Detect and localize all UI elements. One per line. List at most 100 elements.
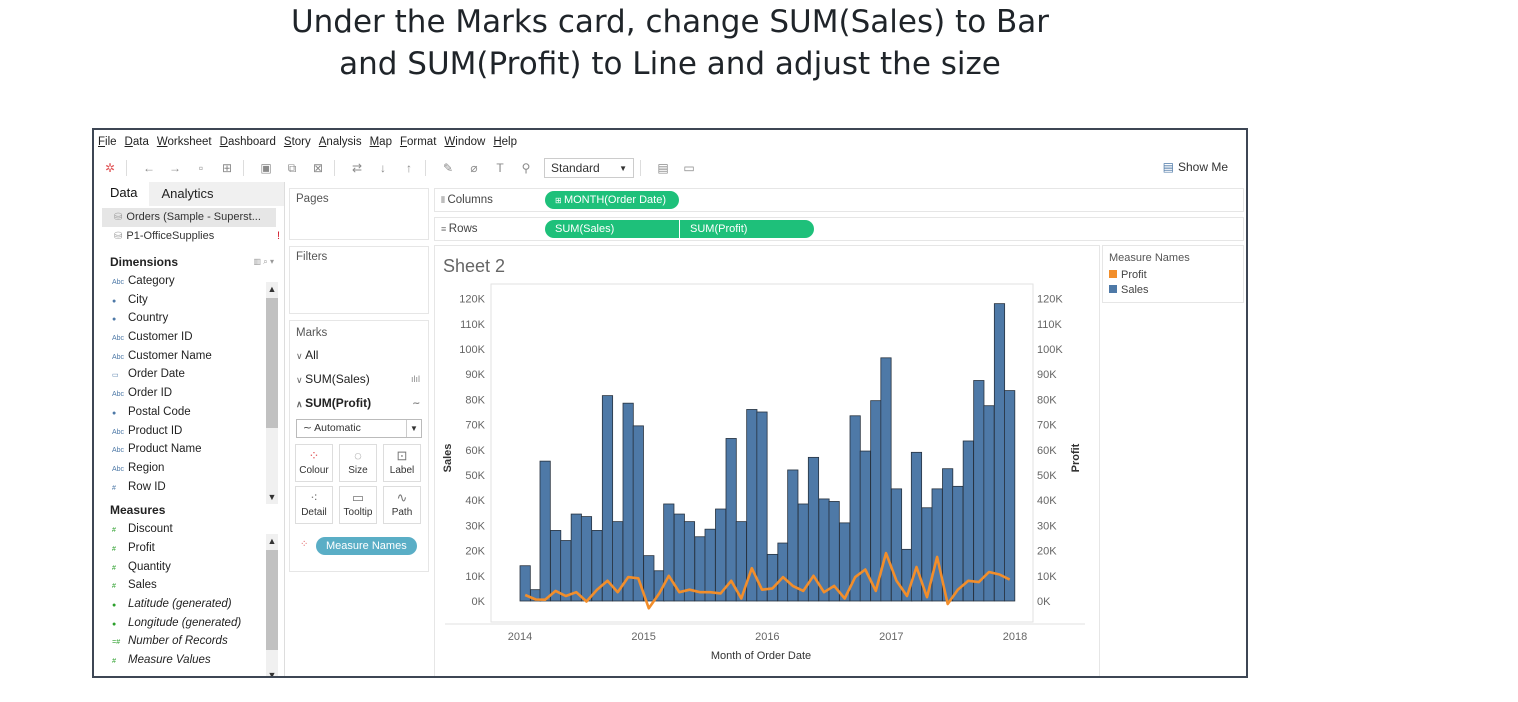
columns-shelf[interactable]: ⦀ Columns ⊞ MONTH(Order Date) [434, 188, 1244, 212]
new-worksheet-icon[interactable]: ▣ [260, 161, 272, 175]
duplicate-icon[interactable]: ⧉ [287, 160, 297, 175]
measure-names-pill[interactable]: Measure Names [316, 537, 417, 555]
menu-worksheet[interactable]: Worksheet [156, 136, 212, 148]
tableau-logo-icon[interactable]: ✲ [104, 161, 116, 175]
show-me-button[interactable]: ▤ Show Me [1163, 160, 1228, 174]
measure-field[interactable]: # Measure Values [94, 651, 284, 670]
field-label: Customer Name [128, 349, 212, 362]
tooltip-button[interactable]: ▭ Tooltip [339, 486, 377, 524]
presentation-icon[interactable]: ▭ [683, 161, 695, 175]
datasource-item[interactable]: ⛁ Orders (Sample - Superst... [102, 208, 276, 227]
mark-type-dropdown[interactable]: ∼ Automatic ▼ [296, 419, 422, 438]
scroll-down-icon[interactable]: ▼ [267, 670, 277, 678]
marks-profit-row[interactable]: ∧ SUM(Profit) ∼ [290, 391, 428, 415]
highlight-icon[interactable]: ✎ [442, 161, 454, 175]
size-button[interactable]: ◌ Size [339, 444, 377, 482]
filters-card[interactable]: Filters [289, 246, 429, 314]
dimensions-header: Dimensions ▥ ⌕ ▾ [94, 252, 284, 272]
pages-card[interactable]: Pages [289, 188, 429, 240]
field-label: Quantity [128, 560, 171, 573]
menu-window[interactable]: Window [444, 136, 486, 148]
save-icon[interactable]: ▫ [198, 161, 204, 175]
measure-field[interactable]: # Quantity [94, 558, 284, 577]
datasource-item[interactable]: ⛁ P1-OfficeSupplies! [102, 227, 280, 246]
menu-map[interactable]: Map [369, 136, 392, 148]
menu-story[interactable]: Story [283, 136, 311, 148]
sort-ascending-icon[interactable]: ↓ [380, 161, 386, 175]
menu-dashboard[interactable]: Dashboard [219, 136, 276, 148]
measures-scrollbar[interactable]: ▲ ▼ [266, 534, 278, 678]
measure-field[interactable]: ● Latitude (generated) [94, 595, 284, 614]
new-datasource-icon[interactable]: ⊞ [221, 161, 233, 175]
group-icon[interactable]: ⌀ [470, 161, 478, 175]
marks-all-row[interactable]: ∨ All [290, 343, 428, 367]
path-button[interactable]: ∿ Path [383, 486, 421, 524]
scroll-up-icon[interactable]: ▲ [267, 536, 277, 546]
dimensions-list: Abc Category ● City ● Country Abc Customer I… [94, 272, 284, 496]
marks-title: Marks [296, 327, 328, 339]
scroll-down-icon[interactable]: ▼ [267, 492, 277, 502]
dimension-field[interactable]: ● Postal Code [94, 403, 284, 422]
y2-tick-label: 10K [1037, 571, 1057, 583]
undo-icon[interactable]: ← [143, 161, 155, 175]
dimension-field[interactable]: Abc Customer Name [94, 347, 284, 366]
measure-field[interactable]: =# Number of Records [94, 632, 284, 651]
dimensions-title: Dimensions [110, 255, 179, 269]
dimension-field[interactable]: # Row ID [94, 478, 284, 497]
legend-item-sales[interactable]: Sales [1103, 283, 1243, 298]
dimension-field[interactable]: Abc Customer ID [94, 328, 284, 347]
pin-icon[interactable]: ⚲ [521, 161, 531, 175]
detail-button[interactable]: ⁖ Detail [295, 486, 333, 524]
label-button[interactable]: ⊡ Label [383, 444, 421, 482]
redo-icon[interactable]: → [169, 161, 181, 175]
measure-field[interactable]: # Profit [94, 539, 284, 558]
marks-sales-row[interactable]: ∨ SUM(Sales) ılıl [290, 367, 428, 391]
dimension-field[interactable]: ● City [94, 291, 284, 310]
menu-data[interactable]: Data [124, 136, 149, 148]
scroll-up-icon[interactable]: ▲ [267, 284, 277, 294]
dimension-field[interactable]: Abc Region [94, 459, 284, 478]
measure-field[interactable]: # Discount [94, 520, 284, 539]
dimension-field[interactable]: Abc Product Name [94, 440, 284, 459]
clear-sheet-icon[interactable]: ⊠ [312, 161, 324, 175]
dimensions-tools-icon[interactable]: ▥ ⌕ ▾ [253, 257, 275, 266]
datasource-label: Orders (Sample - Superst... [126, 211, 261, 223]
swap-icon[interactable]: ⇄ [351, 161, 363, 175]
fit-dropdown[interactable]: Standard ▼ [544, 158, 634, 178]
dimensions-scrollbar[interactable]: ▲ ▼ [266, 282, 278, 504]
filters-title: Filters [296, 251, 328, 263]
menu-file[interactable]: File [98, 136, 117, 148]
dimension-field[interactable]: Abc Category [94, 272, 284, 291]
data-pane: Data Analytics ⛁ Orders (Sample - Superst… [94, 181, 285, 678]
sort-descending-icon[interactable]: ↑ [406, 161, 412, 175]
x-tick-label: 2018 [1003, 631, 1027, 643]
menu-help[interactable]: Help [493, 136, 517, 148]
measure-field[interactable]: ● Longitude (generated) [94, 614, 284, 633]
sum-profit-pill[interactable]: SUM(Profit) [680, 220, 814, 238]
y2-tick-label: 50K [1037, 470, 1057, 482]
colour-button[interactable]: ⁘ Colour [295, 444, 333, 482]
fit-dropdown-value: Standard [551, 161, 600, 175]
measures-header: Measures [94, 500, 284, 520]
dimension-field[interactable]: Abc Order ID [94, 384, 284, 403]
show-cards-icon[interactable]: ▤ [657, 161, 669, 175]
y2-tick-label: 120K [1037, 294, 1063, 306]
scroll-thumb[interactable] [266, 550, 278, 650]
dual-axis-chart[interactable]: 0K 0K 10K 10K 20K 20K 30K 30K 40K 40K 50K 50K 60K 60K… [435, 246, 1099, 677]
menu-analysis[interactable]: Analysis [318, 136, 362, 148]
dimension-field[interactable]: ● Country [94, 309, 284, 328]
measure-field[interactable]: # Sales [94, 576, 284, 595]
legend-item-profit[interactable]: Profit [1103, 268, 1243, 283]
menu-format[interactable]: Format [399, 136, 437, 148]
dimension-field[interactable]: Abc Product ID [94, 422, 284, 441]
dimension-field[interactable]: ▭ Order Date [94, 365, 284, 384]
scroll-thumb[interactable] [266, 298, 278, 428]
tab-analytics[interactable]: Analytics [149, 182, 284, 206]
rows-shelf[interactable]: ≡ Rows SUM(Sales) SUM(Profit) [434, 217, 1244, 241]
month-order-date-pill[interactable]: ⊞ MONTH(Order Date) [545, 191, 679, 209]
label-icon[interactable]: T [496, 161, 504, 175]
field-label: Product Name [128, 443, 202, 456]
y-tick-label: 120K [459, 294, 485, 306]
tab-data[interactable]: Data [94, 181, 150, 207]
sum-sales-pill[interactable]: SUM(Sales) [545, 220, 679, 238]
